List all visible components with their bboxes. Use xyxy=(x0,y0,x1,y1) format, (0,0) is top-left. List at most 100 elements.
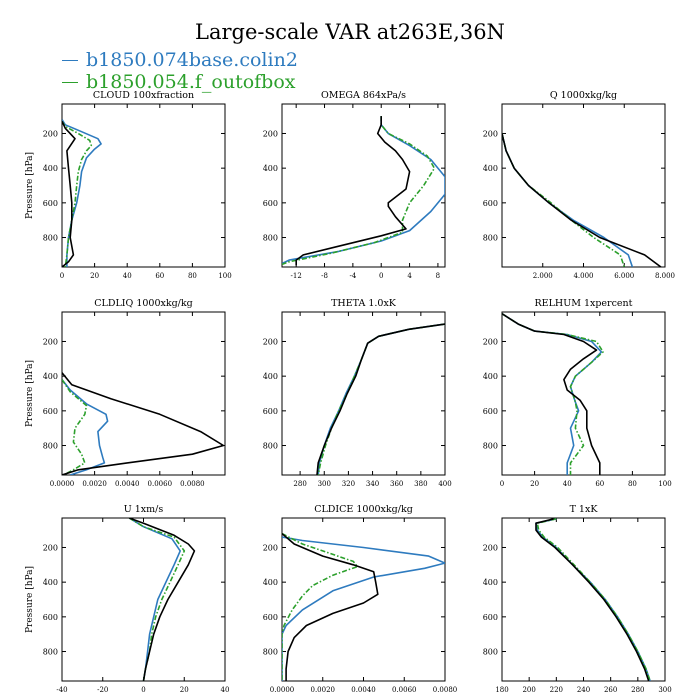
series-line-1 xyxy=(282,116,436,266)
xtick-label: 0.0040 xyxy=(351,686,376,694)
xtick-label: 300 xyxy=(658,686,671,694)
ytick-label: 200 xyxy=(483,543,498,552)
ytick-label: 800 xyxy=(483,234,498,243)
panel-4: THETA 1.0xK 200 400 600 800 280 300 320 340 360 38… xyxy=(263,298,452,488)
panel-frame xyxy=(61,103,226,268)
series-line-0 xyxy=(317,323,445,475)
ytick-label: 200 xyxy=(483,129,498,138)
series-line-1 xyxy=(62,120,93,267)
series-line-1 xyxy=(502,313,604,475)
panel-frame xyxy=(61,517,226,682)
ytick-label: 400 xyxy=(263,578,278,587)
ytick-label: 600 xyxy=(483,199,498,208)
panel-ylabel: Pressure [hPa] xyxy=(25,360,35,427)
series-line-0 xyxy=(128,518,181,681)
panel-ylabel: Pressure [hPa] xyxy=(25,566,35,633)
panel-frame xyxy=(61,311,226,476)
panel-title: CLDICE 1000xkg/kg xyxy=(314,504,413,515)
ytick-label: 800 xyxy=(483,648,498,657)
ytick-label: 600 xyxy=(483,407,498,416)
panel-5: RELHUM 1xpercent 200 400 600 800 0 20 40 60 80 100 xyxy=(483,298,672,488)
panel-title: T 1xK xyxy=(570,504,599,515)
xtick-label: 180 xyxy=(495,686,508,694)
panel-ylabel: Pressure [hPa] xyxy=(25,152,35,219)
xtick-label: 4 xyxy=(407,272,412,280)
xtick-label: 60 xyxy=(595,480,604,488)
ytick-label: 400 xyxy=(43,372,58,381)
ytick-label: 600 xyxy=(43,199,58,208)
xtick-label: 260 xyxy=(604,686,617,694)
series-line-0 xyxy=(282,116,445,265)
xtick-label: 0.0080 xyxy=(433,686,458,694)
series-line-2 xyxy=(295,116,411,266)
xtick-label: 100 xyxy=(658,480,671,488)
panel-title: U 1xm/s xyxy=(124,504,164,515)
xtick-label: 0.0080 xyxy=(180,480,205,488)
ytick-label: 600 xyxy=(43,613,58,622)
xtick-label: 0 xyxy=(379,272,383,280)
panel-title: CLDLIQ 1000xkg/kg xyxy=(94,298,192,309)
xtick-label: 20 xyxy=(90,272,99,280)
series-line-1 xyxy=(282,532,359,681)
xtick-label: 0.0020 xyxy=(311,686,336,694)
panel-2: Q 1000xkg/kg 200 400 600 800 2.000 4.000 6.000 8… xyxy=(483,90,675,280)
xtick-label: 8 xyxy=(436,272,440,280)
xtick-label: 280 xyxy=(631,686,644,694)
xtick-label: 360 xyxy=(390,480,403,488)
ytick-label: 600 xyxy=(263,613,278,622)
series-line-2 xyxy=(282,532,379,681)
panel-1: OMEGA 864xPa/s 200 400 600 800 -12 -8 -4 0 4 8 xyxy=(263,90,446,280)
xtick-label: 380 xyxy=(414,480,427,488)
series-line-1 xyxy=(128,518,186,681)
xtick-label: 220 xyxy=(550,686,563,694)
series-line-1 xyxy=(62,379,88,475)
xtick-label: 0 xyxy=(60,272,64,280)
xtick-label: 2.000 xyxy=(533,272,553,280)
legend-entry-0: b1850.074base.colin2 xyxy=(62,49,298,71)
series-line-0 xyxy=(502,133,634,267)
legend-label-0: b1850.074base.colin2 xyxy=(86,49,298,71)
panel-title: RELHUM 1xpercent xyxy=(535,298,633,309)
series-line-0 xyxy=(62,119,102,267)
xtick-label: 0.0040 xyxy=(115,480,140,488)
xtick-label: 0.0020 xyxy=(82,480,107,488)
ytick-label: 200 xyxy=(263,337,278,346)
legend-swatch-1 xyxy=(62,81,78,83)
ytick-label: 200 xyxy=(263,543,278,552)
xtick-label: 400 xyxy=(438,480,451,488)
ytick-label: 800 xyxy=(263,648,278,657)
xtick-label: -40 xyxy=(56,686,67,694)
series-line-2 xyxy=(502,313,601,475)
series-line-2 xyxy=(502,133,662,267)
ytick-label: 400 xyxy=(263,372,278,381)
panel-title: OMEGA 864xPa/s xyxy=(321,90,406,101)
legend-entry-1: b1850.054.f_outofbox xyxy=(62,71,298,93)
panel-frame xyxy=(281,103,446,268)
xtick-label: -8 xyxy=(321,272,328,280)
ytick-label: 400 xyxy=(43,164,58,173)
xtick-label: 8.000 xyxy=(655,272,675,280)
ytick-label: 800 xyxy=(43,648,58,657)
xtick-label: 200 xyxy=(522,686,535,694)
ytick-label: 400 xyxy=(483,164,498,173)
panel-title: Q 1000xkg/kg xyxy=(550,90,617,101)
panel-frame xyxy=(501,103,666,268)
panel-3: CLDLIQ 1000xkg/kg Pressure [hPa] 200 400 600… xyxy=(25,298,226,488)
xtick-label: 20 xyxy=(530,480,539,488)
series-line-1 xyxy=(502,133,626,267)
series-line-1 xyxy=(536,518,651,681)
ytick-label: 400 xyxy=(483,578,498,587)
xtick-label: 240 xyxy=(577,686,590,694)
panel-6: U 1xm/s Pressure [hPa] 200 400 600 800 -40 -20 0… xyxy=(25,504,229,694)
xtick-label: 0.0060 xyxy=(148,480,173,488)
xtick-label: 0 xyxy=(141,686,145,694)
ytick-label: 800 xyxy=(263,442,278,451)
xtick-label: 60 xyxy=(155,272,164,280)
ytick-label: 800 xyxy=(43,234,58,243)
ytick-label: 600 xyxy=(263,199,278,208)
xtick-label: 40 xyxy=(563,480,572,488)
series-line-2 xyxy=(128,518,196,681)
series-line-2 xyxy=(62,372,225,475)
